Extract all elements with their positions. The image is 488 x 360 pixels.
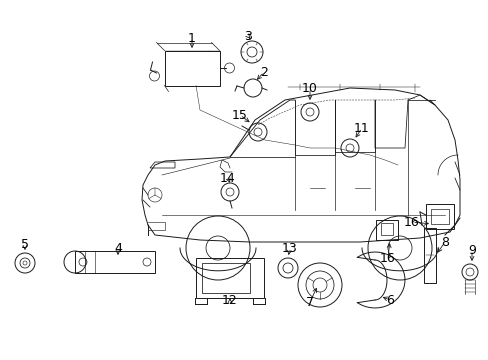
Text: 12: 12 bbox=[222, 293, 237, 306]
Bar bbox=[430, 209, 448, 224]
Text: 5: 5 bbox=[21, 239, 29, 252]
Text: 15: 15 bbox=[232, 108, 247, 122]
Bar bbox=[425, 204, 453, 229]
Text: 8: 8 bbox=[440, 235, 448, 248]
Text: 9: 9 bbox=[467, 243, 475, 256]
Text: 16: 16 bbox=[403, 216, 419, 229]
Bar bbox=[380, 223, 392, 235]
Bar bbox=[375, 220, 397, 240]
Text: 1: 1 bbox=[188, 32, 196, 45]
Text: 10: 10 bbox=[302, 81, 317, 95]
Bar bbox=[75, 251, 155, 273]
Text: 3: 3 bbox=[244, 30, 251, 42]
Bar bbox=[423, 228, 435, 283]
Text: 13: 13 bbox=[282, 242, 297, 255]
Bar bbox=[196, 258, 264, 298]
Text: 4: 4 bbox=[114, 242, 122, 255]
Text: 16: 16 bbox=[379, 252, 395, 265]
Text: 7: 7 bbox=[305, 296, 313, 309]
Text: 11: 11 bbox=[353, 122, 369, 135]
Text: 2: 2 bbox=[260, 66, 267, 78]
Text: 14: 14 bbox=[220, 171, 235, 185]
Bar bbox=[164, 50, 219, 86]
Bar bbox=[202, 263, 249, 293]
Text: 6: 6 bbox=[385, 293, 393, 306]
